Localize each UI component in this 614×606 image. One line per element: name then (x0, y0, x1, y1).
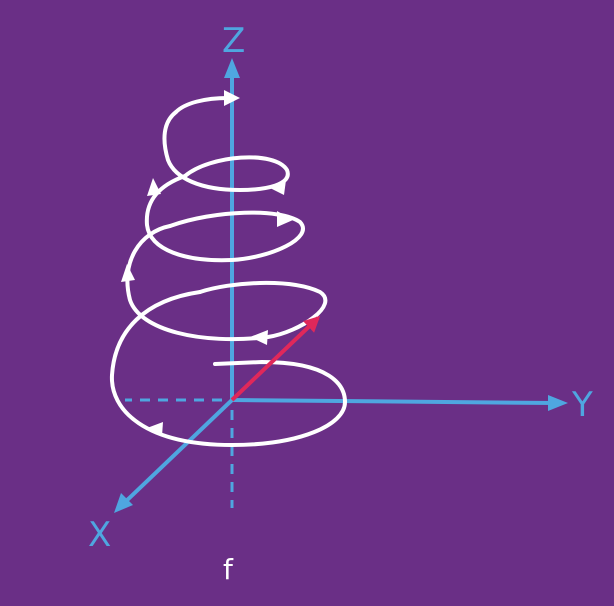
helix-spiral (109, 96, 348, 448)
spiral-arrow-left-2 (121, 264, 135, 282)
figure-caption: f (223, 553, 234, 586)
spiral-arrowheads (121, 90, 293, 436)
red-vector (230, 315, 321, 402)
y-axis (231, 398, 556, 405)
spiral-arrow-right-2 (277, 211, 293, 227)
z-axis-arrowhead (224, 58, 240, 78)
spiral-loop-3 (144, 174, 305, 263)
spiral-loop-5 (174, 96, 230, 114)
x-axis-arrowhead (114, 493, 133, 513)
x-axis-label: X (88, 515, 111, 555)
spiral-arrow-right-1 (268, 180, 286, 195)
spiral-loop-4 (162, 110, 290, 193)
z-axis-label: Z (222, 21, 245, 61)
axis-lines (114, 58, 568, 513)
y-axis-label: Y (571, 385, 593, 425)
spiral-arrow-bottom (147, 422, 163, 436)
spiral-loop-1 (109, 290, 348, 448)
spiral-arrow-top (224, 90, 240, 106)
y-axis-arrowhead (548, 395, 568, 411)
spiral-arrow-left-1 (147, 178, 161, 196)
spiral-arrow-right-3 (250, 330, 268, 345)
x-axis (120, 398, 234, 507)
